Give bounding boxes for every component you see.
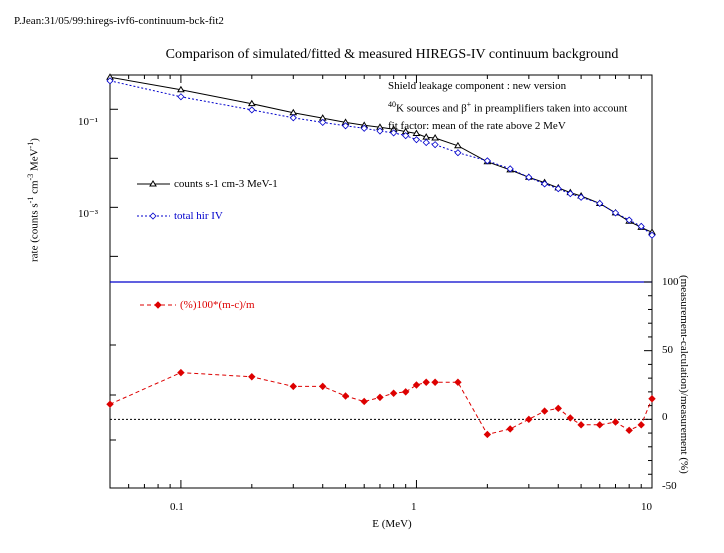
model-point [566, 190, 574, 198]
model-point [611, 209, 620, 217]
model-point [596, 199, 604, 208]
annotation-line-1: Shield leakage component : new version [388, 80, 567, 92]
legend-model-label: total hir IV [174, 210, 223, 222]
y-tick-label-1e-3: 10⁻³ [78, 208, 99, 220]
residual-point [525, 415, 533, 424]
y2-tick-label-0: 0 [662, 411, 668, 423]
measured-point [454, 141, 462, 149]
model-point [376, 127, 384, 135]
x-tick-label-10: 10 [641, 501, 652, 513]
annotation-line-3: fit factor: mean of the rate above 2 MeV [388, 120, 566, 132]
annotation-line-2a: K sources and β [396, 102, 467, 115]
residual-point [412, 381, 421, 389]
model-point [390, 129, 398, 137]
model-point [412, 136, 421, 144]
series-residual-line [109, 372, 653, 435]
residual-point [611, 418, 620, 426]
y-axis-label-left: rate (counts s-1 cm-3 MeV-1) [26, 138, 41, 262]
residual-point [248, 373, 256, 381]
legend-measured-marker [149, 180, 157, 187]
series-measured-line [109, 76, 653, 233]
x-tick-label-0.1: 0.1 [170, 501, 184, 513]
model-point [554, 185, 562, 193]
model-point [648, 231, 656, 239]
residual-point [401, 388, 410, 396]
y-axis-label-right: (measurement-calculation)/measurement (%… [678, 275, 690, 474]
plot-frame [109, 74, 653, 489]
model-point [341, 122, 350, 130]
residual-point [376, 393, 384, 402]
residual-point [431, 378, 439, 386]
chart-title: Comparison of simulated/fitted & measure… [165, 47, 619, 62]
measured-point [247, 99, 256, 107]
residual-point [319, 382, 327, 391]
legend-residual-label: (%)100*(m-c)/m [180, 299, 255, 311]
model-point [454, 149, 462, 157]
axis-ticks [109, 75, 653, 489]
series-model-line [109, 80, 653, 236]
residual-point [540, 407, 549, 415]
model-point [106, 77, 114, 85]
residual-point [625, 426, 633, 435]
model-point [422, 138, 430, 147]
model-point [248, 106, 256, 114]
model-point [431, 141, 439, 149]
residual-point [483, 430, 492, 439]
y-tick-label-1e-1: 10⁻¹ [78, 116, 99, 128]
y2-tick-label-50: 50 [662, 344, 673, 356]
model-point [402, 132, 410, 140]
measured-point [431, 133, 439, 141]
legend-measured-label: counts s-1 cm-3 MeV-1 [174, 178, 278, 190]
model-point [506, 165, 514, 173]
annotation-isotope-sup: 40 [388, 100, 396, 109]
residual-point [289, 382, 297, 391]
model-point [289, 114, 297, 122]
annotation-line-2b: in preamplifiers taken into account [471, 102, 628, 115]
model-point [637, 222, 645, 230]
model-point [319, 118, 327, 126]
residual-point [341, 392, 350, 400]
residual-point [177, 368, 185, 377]
chart-series [106, 73, 656, 439]
residual-point [506, 425, 514, 433]
y2-tick-label-minus50: -50 [662, 480, 677, 492]
measured-point [412, 129, 421, 137]
annotation-beta-sup: + [466, 100, 472, 109]
x-tick-label-1: 1 [411, 501, 417, 513]
residual-point [554, 404, 562, 413]
annotation-line-2: 40K sources and β+ in preamplifiers take… [388, 100, 627, 115]
model-point [577, 193, 585, 201]
residual-point [596, 421, 604, 429]
x-axis-label: E (MeV) [372, 518, 412, 530]
residual-point [648, 395, 656, 403]
model-point [541, 180, 549, 188]
model-point [625, 216, 633, 224]
file-header: P.Jean:31/05/99:hiregs-ivf6-continuum-bc… [14, 15, 224, 27]
model-point [483, 157, 491, 165]
model-point [525, 173, 533, 181]
model-point [177, 93, 185, 101]
residual-point [389, 389, 398, 397]
model-point [360, 124, 368, 132]
legend-model-marker [149, 212, 157, 220]
legend-residual-marker [154, 301, 162, 309]
residual-point [422, 378, 430, 386]
residual-point [637, 421, 645, 429]
residual-point [106, 400, 114, 408]
residual-point [360, 397, 368, 406]
y2-tick-label-100: 100 [662, 276, 679, 288]
residual-point [454, 378, 462, 386]
residual-point [577, 421, 585, 429]
measured-point [177, 85, 185, 93]
residual-point [566, 414, 575, 422]
